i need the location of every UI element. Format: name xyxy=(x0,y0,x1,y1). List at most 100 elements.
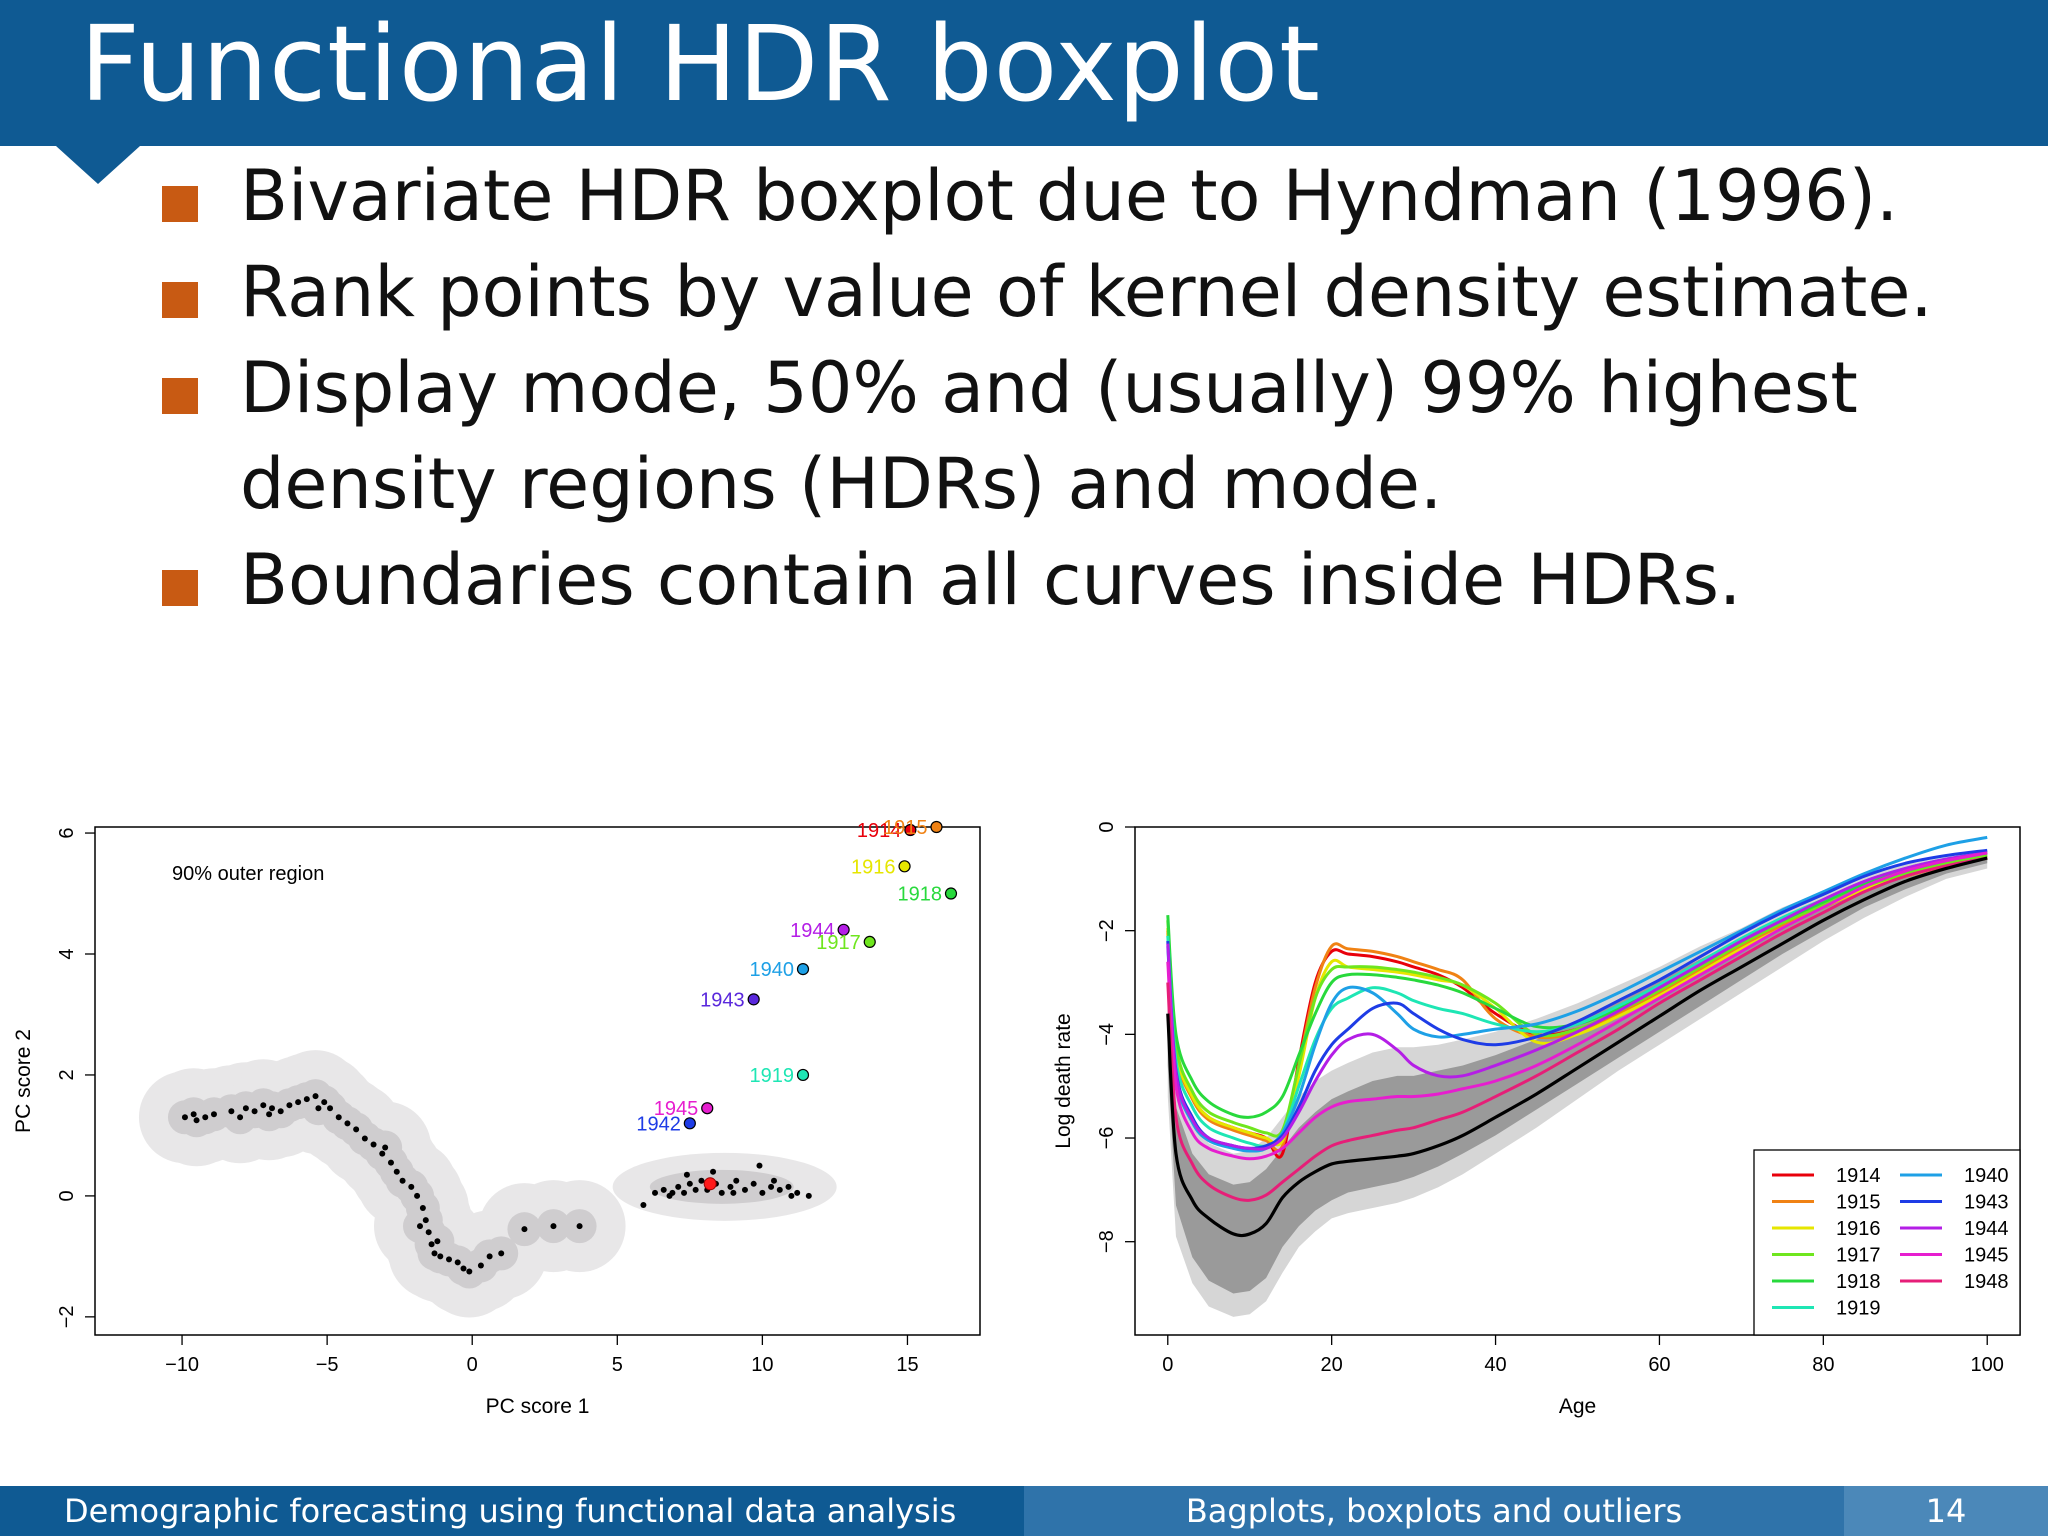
data-point xyxy=(741,1186,748,1193)
outlier-label: 1918 xyxy=(897,884,942,906)
y-axis-title: PC score 2 xyxy=(12,1029,35,1133)
bullet-square-icon xyxy=(162,282,198,318)
title-bar: Functional HDR boxplot xyxy=(0,0,2048,146)
data-point xyxy=(768,1183,775,1190)
legend: 1914 1915 1916 1917 1918 1919 1940 1943 1944 1945… xyxy=(1753,1149,2021,1336)
data-point xyxy=(277,1108,284,1115)
data-point xyxy=(419,1205,426,1211)
data-point xyxy=(416,1223,423,1230)
data-point xyxy=(666,1192,673,1199)
data-point xyxy=(683,1171,690,1178)
data-point xyxy=(202,1114,209,1121)
y-tick-label: −8 xyxy=(1096,1230,1118,1253)
outlier-point xyxy=(863,935,876,949)
bullet-item-continuation: density regions (HDRs) and mode. xyxy=(160,436,2020,532)
data-point xyxy=(434,1238,441,1245)
data-point xyxy=(686,1180,693,1187)
outlier-point xyxy=(796,963,810,976)
data-point xyxy=(353,1126,360,1133)
y-tick-label: −2 xyxy=(1096,919,1118,942)
legend-label: 1915 xyxy=(1836,1192,1881,1214)
data-point xyxy=(770,1177,777,1184)
bullet-square-icon xyxy=(162,570,198,606)
outlier-point xyxy=(747,993,760,1006)
legend-label: 1940 xyxy=(1964,1165,2009,1187)
inner-hdr-band xyxy=(1167,852,1988,1294)
outlier-label: 1944 xyxy=(790,920,835,942)
data-point xyxy=(521,1226,528,1233)
y-tick-label: 0 xyxy=(56,1190,78,1201)
x-tick-label: 20 xyxy=(1321,1354,1343,1376)
series-line xyxy=(1166,856,1988,1153)
y-tick-label: −6 xyxy=(1096,1127,1118,1150)
series-line xyxy=(1166,854,1988,1138)
data-point xyxy=(295,1099,302,1106)
footer-talk-title: Demographic forecasting using functional… xyxy=(0,1486,1024,1536)
region-annotation: 90% outer region xyxy=(172,863,324,885)
footer-section: Bagplots, boxplots and outliers xyxy=(1024,1486,1844,1536)
data-point xyxy=(750,1180,757,1187)
footer-page-number: 14 xyxy=(1844,1486,2048,1536)
data-point xyxy=(698,1177,705,1184)
x-axis-title: Age xyxy=(1559,1395,1596,1418)
bullet-square-icon xyxy=(162,186,198,222)
data-point xyxy=(460,1265,467,1272)
outlier-point xyxy=(898,860,911,873)
data-point xyxy=(730,1189,737,1196)
bullet-text: Rank points by value of kernel density e… xyxy=(240,251,1933,333)
data-point xyxy=(315,1105,322,1112)
bullet-text: Bivariate HDR boxplot due to Hyndman (19… xyxy=(240,155,1899,237)
data-point xyxy=(446,1256,452,1263)
data-point xyxy=(387,1159,394,1166)
data-point xyxy=(486,1253,493,1260)
mode-marker xyxy=(703,1177,717,1191)
data-point xyxy=(370,1141,377,1148)
outlier-label: 1942 xyxy=(636,1113,681,1135)
y-tick-label: −4 xyxy=(1096,1023,1118,1046)
x-tick-label: 5 xyxy=(612,1354,623,1376)
data-point xyxy=(266,1111,273,1118)
legend-label: 1945 xyxy=(1964,1245,2009,1267)
series-line xyxy=(1166,856,1988,1202)
legend-label: 1948 xyxy=(1964,1271,2009,1293)
x-tick-label: 60 xyxy=(1648,1354,1670,1376)
footer-bar: Demographic forecasting using functional… xyxy=(0,1486,2048,1536)
x-tick-label: 15 xyxy=(896,1354,918,1376)
bullet-item: Boundaries contain all curves inside HDR… xyxy=(160,532,2020,628)
outlier-label: 1945 xyxy=(654,1098,699,1120)
series-line xyxy=(1166,851,1988,1148)
data-point xyxy=(327,1105,334,1112)
data-point xyxy=(210,1111,217,1118)
data-point xyxy=(477,1262,484,1269)
data-point xyxy=(251,1108,258,1115)
data-points xyxy=(181,1093,812,1275)
bullet-square-icon xyxy=(162,378,198,414)
y-tick-label: 6 xyxy=(56,827,78,838)
data-point xyxy=(303,1096,310,1103)
outlier-label: 1914 xyxy=(857,820,902,842)
data-point xyxy=(718,1189,725,1196)
data-point xyxy=(652,1189,659,1196)
data-point xyxy=(344,1120,351,1127)
data-point xyxy=(193,1117,200,1124)
legend-label: 1917 xyxy=(1836,1245,1881,1267)
data-point xyxy=(260,1102,267,1109)
legend-label: 1944 xyxy=(1964,1218,2009,1240)
series-line xyxy=(1166,835,1988,1153)
data-point xyxy=(727,1183,734,1190)
outlier-point xyxy=(683,1117,696,1130)
outlier-label: 1940 xyxy=(750,959,795,981)
bullet-list: Bivariate HDR boxplot due to Hyndman (19… xyxy=(160,148,2020,628)
x-tick-label: 0 xyxy=(1162,1354,1173,1376)
data-point xyxy=(756,1162,763,1169)
outlier-point xyxy=(837,923,850,936)
data-point xyxy=(382,1144,389,1151)
outlier-point xyxy=(904,823,917,837)
data-point xyxy=(321,1099,328,1106)
data-point xyxy=(361,1135,368,1142)
y-tick-label: 0 xyxy=(1096,821,1118,832)
data-point xyxy=(408,1183,415,1190)
data-point xyxy=(379,1150,386,1157)
data-point xyxy=(776,1186,783,1193)
x-tick-label: 100 xyxy=(1971,1354,2004,1376)
